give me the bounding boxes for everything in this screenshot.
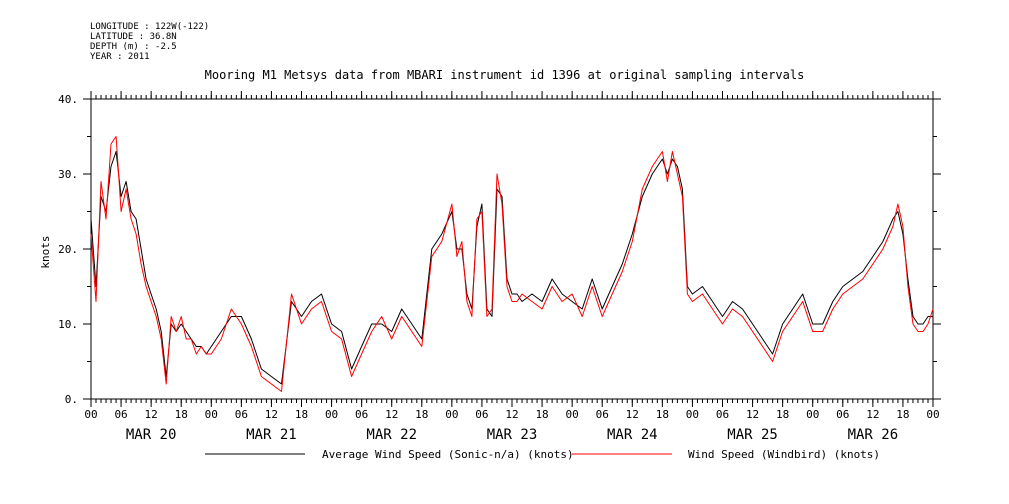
x-tick-label: 12 bbox=[505, 408, 518, 421]
x-tick-label: 18 bbox=[295, 408, 308, 421]
x-tick-label: 00 bbox=[686, 408, 699, 421]
x-tick-label: 18 bbox=[415, 408, 428, 421]
legend-entry: Wind Speed (Windbird) (knots) bbox=[688, 448, 880, 461]
depth-label: DEPTH (m) : -2.5 bbox=[90, 42, 177, 52]
x-tick-label: 18 bbox=[175, 408, 188, 421]
y-tick-label: 20. bbox=[58, 243, 78, 256]
metadata-header: LONGITUDE : 122W(-122) LATITUDE : 36.8N … bbox=[90, 22, 209, 62]
x-tick-label: 12 bbox=[866, 408, 879, 421]
day-label: MAR 20 bbox=[126, 427, 177, 443]
series-line-average-wind-speed bbox=[90, 151, 933, 385]
latitude-label: LATITUDE : 36.8N bbox=[90, 32, 177, 42]
chart-title: Mooring M1 Metsys data from MBARI instru… bbox=[204, 68, 805, 82]
y-axis-label: knots bbox=[39, 235, 52, 268]
series-line-windbird-wind-speed bbox=[90, 136, 934, 392]
x-tick-label: 12 bbox=[145, 408, 158, 421]
y-tick-label: 30. bbox=[58, 168, 78, 181]
x-tick-label: 06 bbox=[836, 408, 849, 421]
longitude-label: LONGITUDE : 122W(-122) bbox=[90, 22, 210, 32]
day-label: MAR 24 bbox=[607, 427, 658, 443]
day-label: MAR 23 bbox=[487, 427, 538, 443]
day-label: MAR 26 bbox=[848, 427, 899, 443]
x-tick-label: 06 bbox=[355, 408, 368, 421]
x-tick-label: 00 bbox=[566, 408, 579, 421]
x-tick-label: 12 bbox=[385, 408, 398, 421]
x-tick-label: 18 bbox=[535, 408, 548, 421]
y-tick-label: 0. bbox=[65, 393, 78, 406]
x-tick-label: 06 bbox=[716, 408, 729, 421]
x-tick-label: 00 bbox=[926, 408, 939, 421]
plot-frame bbox=[90, 98, 934, 400]
day-label: MAR 21 bbox=[246, 427, 297, 443]
x-tick-label: 12 bbox=[265, 408, 278, 421]
x-tick-label: 00 bbox=[205, 408, 218, 421]
year-label: YEAR : 2011 bbox=[90, 52, 150, 62]
x-tick-label: 18 bbox=[656, 408, 669, 421]
y-tick-label: 40. bbox=[58, 93, 78, 106]
legend-entry: Average Wind Speed (Sonic-n/a) (knots) bbox=[322, 448, 574, 461]
x-tick-label: 00 bbox=[84, 408, 97, 421]
x-tick-label: 00 bbox=[325, 408, 338, 421]
x-tick-label: 12 bbox=[626, 408, 639, 421]
x-tick-label: 18 bbox=[776, 408, 789, 421]
x-tick-label: 06 bbox=[475, 408, 488, 421]
x-tick-label: 06 bbox=[596, 408, 609, 421]
x-tick-label: 18 bbox=[896, 408, 909, 421]
day-label: MAR 25 bbox=[727, 427, 778, 443]
day-label: MAR 22 bbox=[366, 427, 417, 443]
x-tick-label: 06 bbox=[235, 408, 248, 421]
x-tick-label: 06 bbox=[114, 408, 127, 421]
x-tick-label: 12 bbox=[746, 408, 759, 421]
y-tick-label: 10. bbox=[58, 318, 78, 331]
x-tick-label: 00 bbox=[806, 408, 819, 421]
x-tick-label: 00 bbox=[445, 408, 458, 421]
